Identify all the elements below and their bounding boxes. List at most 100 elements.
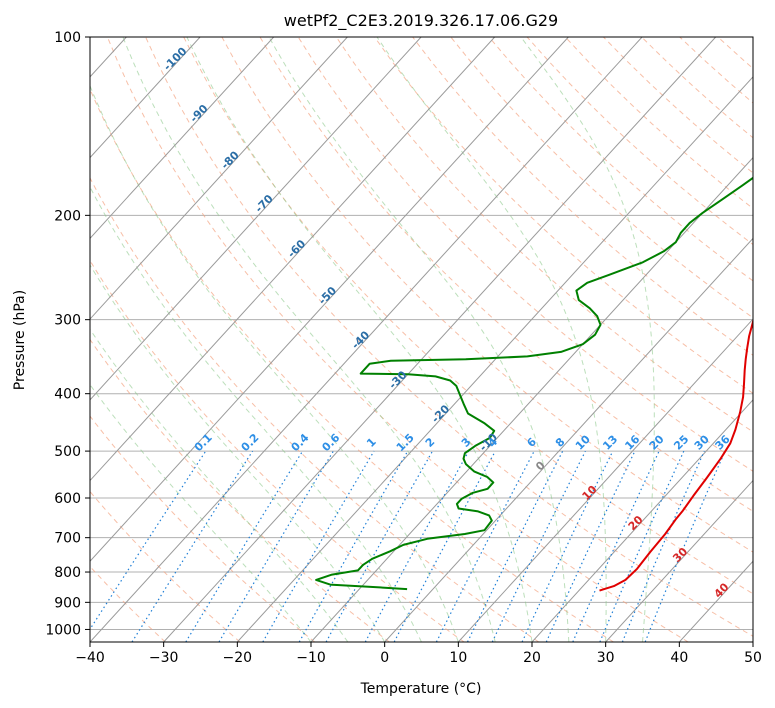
dry-adiabat-line xyxy=(564,37,753,210)
isotherm-line xyxy=(90,37,348,320)
mixing-ratio-label: 2 xyxy=(423,435,438,450)
y-tick-label: 900 xyxy=(54,595,81,611)
mixing-ratio-line xyxy=(466,450,564,642)
axis-layer: −40 −30 −20 −10 0 10 20 30 40 50 100 200 300 400 500 60… xyxy=(45,30,762,666)
dry-adiabat-line xyxy=(90,338,390,642)
dry-adiabat-line xyxy=(679,37,753,104)
x-tick-label: −30 xyxy=(149,650,179,666)
mixing-ratio-line xyxy=(131,450,254,642)
mixing-ratio-label: 16 xyxy=(622,432,642,452)
line-label-layer: -100-90-80-70-60-50-40-30-20-10010203040… xyxy=(161,44,733,600)
isotherm-line xyxy=(752,641,753,642)
y-tick-label: 800 xyxy=(54,565,81,581)
dry-adiabat-line xyxy=(90,415,316,642)
y-tick-label: 300 xyxy=(54,313,81,329)
isotherm-label: -40 xyxy=(349,328,372,351)
dry-adiabat-line xyxy=(374,37,753,394)
adiabat-layer xyxy=(90,37,775,642)
isotherm-line xyxy=(384,237,753,642)
dry-adiabat-line xyxy=(90,259,465,642)
temperature-profile xyxy=(599,317,753,592)
series-layer xyxy=(315,176,753,592)
isotherm-label: -80 xyxy=(219,148,242,171)
dry-adiabat-line xyxy=(488,37,753,282)
y-tick-label: 100 xyxy=(54,30,81,46)
isotherm-label: -20 xyxy=(429,402,452,425)
mixing-ratio-line xyxy=(644,450,726,642)
mixing-ratio-line xyxy=(545,450,636,642)
dry-adiabat-line xyxy=(183,37,753,595)
dry-adiabat-line xyxy=(221,37,753,553)
moist-adiabat-line xyxy=(90,328,349,642)
grid-layer xyxy=(90,37,753,630)
y-tick-label: 200 xyxy=(54,208,81,224)
mixing-ratio-line xyxy=(572,450,660,642)
dry-adiabat-line xyxy=(756,37,775,642)
mixing-ratio-line xyxy=(90,450,207,631)
mixing-ratio-line xyxy=(621,450,705,642)
isotherm-line xyxy=(678,560,753,642)
x-tick-label: 40 xyxy=(670,650,688,666)
isotherm-line xyxy=(531,399,753,642)
y-tick-label: 1000 xyxy=(45,622,81,638)
mixing-ratio-label: 20 xyxy=(647,432,667,452)
isotherm-label: -70 xyxy=(253,192,276,215)
y-tick-label: 500 xyxy=(54,444,81,460)
dry-adiabat-line xyxy=(335,37,753,433)
x-tick-label: 0 xyxy=(380,650,389,666)
moist-adiabat-line xyxy=(90,185,422,642)
dry-adiabat-line xyxy=(450,37,753,319)
isotherm-line xyxy=(163,37,717,642)
moist-adiabat-line xyxy=(268,37,570,642)
x-tick-label: 30 xyxy=(597,650,615,666)
dry-adiabat-line xyxy=(641,37,753,139)
dry-adiabat-line xyxy=(412,37,753,356)
mixing-ratio-line xyxy=(435,450,535,642)
moist-adiabat-line xyxy=(90,84,459,642)
isotherm-line xyxy=(90,37,569,562)
mixing-ratio-line xyxy=(521,450,614,642)
mixing-ratio-label: 8 xyxy=(553,435,568,450)
y-tick-label: 700 xyxy=(54,531,81,547)
mixing-ratio-layer xyxy=(90,450,726,642)
chart-title: wetPf2_C2E3.2019.326.17.06.G29 xyxy=(284,11,558,31)
mixing-ratio-label: 36 xyxy=(713,432,733,452)
mixing-ratio-line xyxy=(185,450,304,642)
isotherm-line xyxy=(90,37,275,240)
mixing-ratio-label: 1 xyxy=(364,435,379,450)
y-tick-label: 600 xyxy=(54,491,81,507)
mixing-ratio-line xyxy=(393,450,496,642)
x-tick-label: 50 xyxy=(744,650,762,666)
isotherm-label: 20 xyxy=(626,513,646,533)
x-axis-label: Temperature (°C) xyxy=(360,681,482,697)
isotherm-line xyxy=(90,37,201,159)
dry-adiabat-line xyxy=(90,88,614,642)
isotherm-layer xyxy=(90,37,753,642)
dewpoint-profile xyxy=(315,176,753,591)
mixing-ratio-label: 25 xyxy=(671,433,691,453)
dry-adiabat-line xyxy=(106,37,689,642)
x-tick-label: −20 xyxy=(223,650,253,666)
dry-adiabat-line xyxy=(717,37,753,70)
isotherm-line xyxy=(605,479,753,642)
isotherm-label: 10 xyxy=(580,483,600,503)
isotherm-line xyxy=(90,37,422,401)
mixing-ratio-label: 10 xyxy=(573,432,593,452)
dry-adiabat-line xyxy=(145,37,753,637)
dry-adiabat-line xyxy=(90,490,241,642)
mixing-ratio-label: 13 xyxy=(600,433,620,453)
isotherm-label: -90 xyxy=(187,102,210,125)
isotherm-line xyxy=(310,156,753,642)
moist-adiabat-line xyxy=(90,264,386,642)
y-axis-label: Pressure (hPa) xyxy=(12,290,28,390)
x-tick-label: 10 xyxy=(449,650,467,666)
moist-adiabat-line xyxy=(520,37,655,642)
isotherm-label: -60 xyxy=(285,237,308,260)
plot-frame xyxy=(89,36,754,643)
isotherm-label: -50 xyxy=(316,284,339,307)
isotherm-line xyxy=(236,76,753,642)
isotherm-line xyxy=(90,37,643,642)
dry-adiabat-line xyxy=(90,176,540,642)
moist-adiabat-line xyxy=(376,37,607,642)
